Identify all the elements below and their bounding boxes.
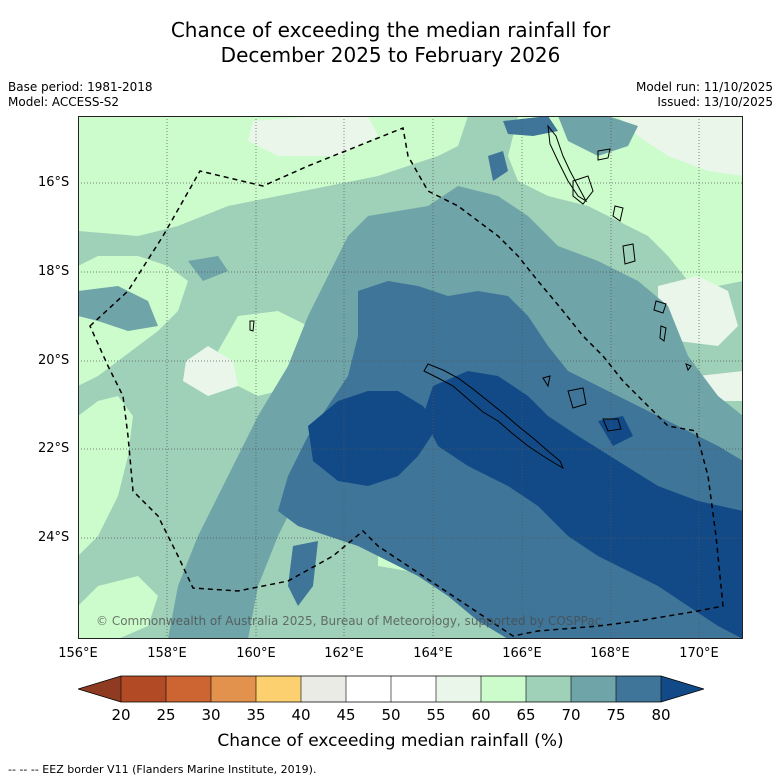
cbar-tick-80: 80 bbox=[651, 706, 671, 724]
cbar-45-50 bbox=[346, 676, 391, 702]
lon-label-160e: 160°E bbox=[236, 646, 276, 661]
cbar-20-25 bbox=[121, 676, 166, 702]
cbar-tick-60: 60 bbox=[471, 706, 491, 724]
map-title: Chance of exceeding the median rainfall … bbox=[0, 18, 781, 68]
cbar-tick-55: 55 bbox=[426, 706, 446, 724]
cbar-below-min bbox=[78, 676, 121, 702]
cbar-50-55 bbox=[391, 676, 436, 702]
cbar-75-80 bbox=[616, 676, 661, 702]
cbar-40-45 bbox=[301, 676, 346, 702]
colorbar-label: Chance of exceeding median rainfall (%) bbox=[217, 731, 564, 751]
cbar-tick-40: 40 bbox=[291, 706, 311, 724]
model-run: Model run: 11/10/2025 bbox=[635, 80, 773, 94]
zone-above-80 bbox=[308, 371, 743, 639]
meta-right: Model run: 11/10/2025 Issued: 13/10/2025 bbox=[636, 80, 773, 110]
cbar-tick-75: 75 bbox=[606, 706, 626, 724]
graticule bbox=[78, 116, 743, 639]
cbar-25-30 bbox=[166, 676, 211, 702]
lat-label-18s: 18°S bbox=[38, 264, 70, 279]
lon-label-170e: 170°E bbox=[679, 646, 719, 661]
cbar-dividers bbox=[120, 676, 662, 702]
cbar-tick-65: 65 bbox=[516, 706, 536, 724]
cbar-30-35 bbox=[211, 676, 256, 702]
cbar-35-40 bbox=[256, 676, 301, 702]
eez-footnote: -- -- -- EEZ border V11 (Flanders Marine… bbox=[8, 763, 317, 776]
cbar-tick-30: 30 bbox=[201, 706, 221, 724]
cbar-tick-25: 25 bbox=[156, 706, 176, 724]
copyright-note: © Commonwealth of Australia 2025, Bureau… bbox=[96, 614, 602, 628]
lon-label-158e: 158°E bbox=[147, 646, 187, 661]
lat-label-22s: 22°S bbox=[38, 441, 70, 456]
coastlines bbox=[249, 124, 692, 470]
colorbar-graphic bbox=[76, 675, 706, 703]
issued-date: Issued: 13/10/2025 bbox=[657, 95, 773, 109]
lat-label-16s: 16°S bbox=[38, 175, 70, 190]
cbar-tick-70: 70 bbox=[561, 706, 581, 724]
cbar-tick-20: 20 bbox=[111, 706, 131, 724]
zone-55-60 bbox=[183, 116, 743, 401]
cbar-55-60 bbox=[436, 676, 481, 702]
cbar-70-75 bbox=[571, 676, 616, 702]
cbar-tick-35: 35 bbox=[246, 706, 266, 724]
title-line-2: December 2025 to February 2026 bbox=[220, 43, 561, 67]
title-line-1: Chance of exceeding the median rainfall … bbox=[170, 18, 611, 42]
cbar-65-70 bbox=[526, 676, 571, 702]
lat-label-20s: 20°S bbox=[38, 353, 70, 368]
rainfall-map[interactable] bbox=[78, 116, 743, 639]
meta-left: Base period: 1981-2018 Model: ACCESS-S2 bbox=[8, 80, 153, 110]
map-frame bbox=[78, 116, 743, 639]
colorbar bbox=[76, 674, 706, 708]
base-period: Base period: 1981-2018 bbox=[8, 80, 153, 94]
lon-label-168e: 168°E bbox=[590, 646, 630, 661]
cbar-above-max bbox=[661, 676, 704, 702]
cbar-60-65 bbox=[481, 676, 526, 702]
model-name: Model: ACCESS-S2 bbox=[8, 95, 120, 109]
lon-label-164e: 164°E bbox=[413, 646, 453, 661]
eez-border bbox=[89, 126, 724, 637]
cbar-tick-45: 45 bbox=[336, 706, 356, 724]
cbar-tick-50: 50 bbox=[381, 706, 401, 724]
lat-label-24s: 24°S bbox=[38, 530, 70, 545]
map-panel[interactable] bbox=[78, 116, 743, 639]
new-caledonia-coast bbox=[423, 363, 565, 470]
lon-label-166e: 166°E bbox=[502, 646, 542, 661]
lon-label-162e: 162°E bbox=[324, 646, 364, 661]
lon-label-156e: 156°E bbox=[58, 646, 98, 661]
